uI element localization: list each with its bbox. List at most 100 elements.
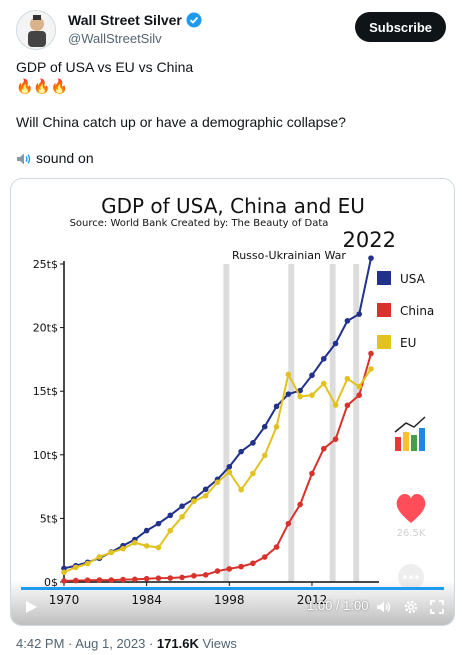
data-point-eu	[238, 486, 244, 493]
post-timestamp[interactable]: 4:42 PM · Aug 1, 2023 ·	[16, 636, 157, 651]
video-player[interactable]: GDP of USA, China and EU Source: World B…	[10, 178, 455, 626]
data-point-china	[96, 577, 103, 583]
user-handle[interactable]: @WallStreetSilv	[68, 31, 162, 46]
data-point-eu	[368, 366, 374, 372]
data-point-eu	[84, 560, 91, 567]
speaker-icon	[17, 153, 31, 164]
data-point-eu	[226, 469, 233, 475]
sound-row: sound on	[16, 149, 446, 168]
data-point-usa	[356, 311, 362, 317]
chart-legend: USA China EU	[377, 271, 434, 350]
data-point-eu	[261, 452, 268, 459]
data-point-eu	[155, 544, 162, 551]
y-tick-label: 20t$	[33, 322, 58, 335]
data-point-eu	[167, 527, 174, 534]
y-tick-label: 10t$	[33, 449, 58, 462]
fullscreen-icon[interactable]	[429, 599, 445, 615]
data-point-eu	[96, 554, 103, 560]
data-point-china	[73, 577, 79, 584]
chart-annotation: Russo-Ukrainian War	[232, 249, 346, 262]
data-point-usa	[332, 340, 339, 347]
avatar[interactable]	[16, 10, 56, 50]
data-point-eu	[143, 543, 150, 549]
tweet-text: GDP of USA vs EU vs China 🔥🔥🔥 Will China…	[16, 58, 446, 168]
views-label: Views	[198, 636, 237, 651]
legend-label-eu: EU	[400, 336, 416, 350]
sound-on-label: sound on	[36, 150, 94, 166]
shaded-period-1	[288, 264, 295, 582]
data-point-china	[61, 578, 67, 584]
chart-year-label: 2022	[343, 228, 396, 252]
data-point-china	[202, 572, 209, 578]
data-point-china	[167, 575, 174, 581]
progress-bar[interactable]	[21, 587, 444, 590]
y-tick-label: 5t$	[40, 512, 58, 525]
shaded-period-2	[329, 264, 336, 582]
data-point-china	[179, 574, 185, 581]
data-point-usa	[320, 355, 327, 362]
gdp-chart: GDP of USA, China and EU Source: World B…	[33, 194, 435, 607]
data-point-china	[108, 577, 115, 583]
tweet-header: Wall Street Silver @WallStreetSilv Subsc…	[16, 10, 446, 50]
data-point-china	[238, 563, 244, 570]
data-point-eu	[132, 539, 138, 546]
y-tick-label: 25t$	[33, 258, 58, 271]
data-point-eu	[108, 549, 115, 556]
data-point-china	[309, 470, 315, 477]
comment-icon	[398, 564, 424, 590]
data-point-eu	[120, 545, 126, 552]
data-point-china	[226, 566, 233, 572]
data-point-eu	[73, 564, 79, 571]
tweet-line-2: 🔥🔥🔥	[16, 78, 69, 94]
legend-swatch-usa	[377, 271, 391, 285]
data-point-china	[84, 577, 91, 584]
data-point-usa	[250, 440, 256, 446]
heart-icon	[396, 493, 426, 523]
data-point-eu	[214, 479, 221, 486]
data-point-china	[273, 544, 280, 550]
data-point-eu	[332, 402, 339, 408]
y-tick-label: 15t$	[33, 385, 58, 398]
data-point-china	[297, 501, 303, 508]
data-point-usa	[261, 423, 268, 430]
settings-gear-icon[interactable]	[403, 599, 419, 615]
volume-icon[interactable]	[376, 599, 392, 615]
data-point-eu	[202, 492, 209, 499]
x-tick-label: 1984	[131, 593, 162, 607]
chart-subtitle: Source: World Bank Created by: The Beaut…	[70, 218, 329, 229]
data-point-eu	[191, 498, 197, 505]
chart-title: GDP of USA, China and EU	[101, 194, 365, 218]
avatar-image	[17, 11, 55, 49]
x-tick-label: 1970	[49, 593, 80, 607]
data-point-china	[285, 520, 292, 527]
data-point-china	[320, 445, 327, 452]
data-point-eu	[250, 470, 256, 477]
legend-label-china: China	[400, 304, 434, 318]
data-point-china	[368, 350, 374, 357]
subscribe-button[interactable]: Subscribe	[355, 12, 446, 42]
data-point-usa	[285, 391, 292, 397]
play-icon[interactable]	[23, 599, 39, 615]
data-point-eu	[273, 424, 280, 430]
video-time: 1:00 / 1:00	[307, 598, 369, 613]
x-tick-label: 2012	[297, 593, 328, 607]
data-point-china	[261, 554, 268, 560]
data-point-china	[356, 392, 362, 398]
display-name[interactable]: Wall Street Silver	[68, 12, 182, 28]
data-point-eu	[179, 513, 185, 520]
verified-badge-icon	[186, 12, 202, 28]
data-point-china	[155, 575, 162, 581]
data-point-usa	[179, 503, 185, 509]
series-line-usa	[63, 257, 372, 570]
data-point-usa	[238, 448, 244, 455]
data-point-eu	[285, 371, 292, 378]
stats-chart-icon	[394, 416, 426, 451]
legend-swatch-eu	[377, 335, 391, 349]
data-point-usa	[309, 372, 315, 379]
data-point-usa	[226, 463, 233, 470]
data-point-eu	[344, 375, 351, 382]
data-point-usa	[155, 520, 162, 527]
data-point-usa	[344, 318, 351, 324]
tweet-footer: 4:42 PM · Aug 1, 2023 · 171.6K Views	[16, 636, 237, 651]
data-point-usa	[368, 255, 374, 261]
